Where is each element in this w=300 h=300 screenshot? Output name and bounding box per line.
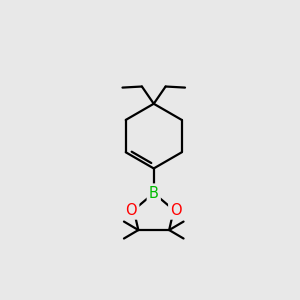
Text: O: O — [126, 202, 137, 217]
Text: O: O — [170, 202, 182, 217]
Text: B: B — [149, 186, 159, 201]
